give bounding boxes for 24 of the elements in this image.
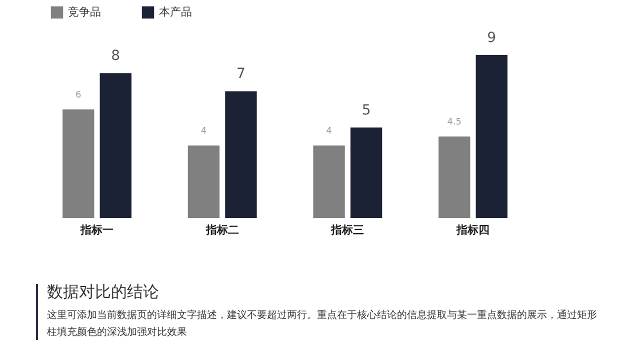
data-label: 9 <box>487 30 496 46</box>
text: 数据对比的结论 <box>47 282 160 303</box>
data-label: 5 <box>362 102 371 118</box>
bar <box>188 146 220 218</box>
x-tick-label: 指标一 <box>80 224 114 236</box>
x-tick-label: 指标二 <box>204 224 239 236</box>
data-label: 4.5 <box>447 118 462 128</box>
data-label: 4 <box>200 126 207 137</box>
bar <box>476 55 508 218</box>
bar <box>438 136 470 218</box>
data-label: 6 <box>76 90 82 100</box>
bar <box>225 91 257 218</box>
x-tick-label: 指标四 <box>456 224 490 236</box>
bar <box>313 146 345 218</box>
legend-label: 本产品 <box>159 5 192 18</box>
data-label: 8 <box>111 48 120 64</box>
legend-label: 竞争品 <box>68 5 101 18</box>
text: 这里可添加当前数据页的详细文字描述，建议不要超过两行。重点在于核心结论的信息提取与某一重点数据的展示，通过矩形柱填充颜色的深浅加强对比效果 <box>47 308 597 340</box>
bar <box>100 73 132 218</box>
bar <box>62 109 94 218</box>
data-label: 4 <box>326 126 332 137</box>
x-tick-label: 指标三 <box>330 224 364 236</box>
bar <box>350 127 382 218</box>
data-label: 7 <box>236 66 246 82</box>
